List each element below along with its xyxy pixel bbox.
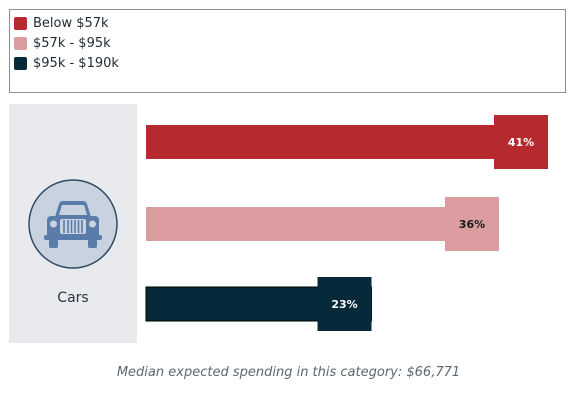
chart-legend: Below $57k $57k - $95k $95k - $190k xyxy=(9,9,566,93)
bar-value-label-1: 41% xyxy=(508,136,534,149)
legend-item-95k-190k: $95k - $190k xyxy=(14,53,119,73)
legend-label: $95k - $190k xyxy=(33,55,119,71)
legend-swatch xyxy=(14,16,27,30)
legend-item-below-57k: Below $57k xyxy=(14,13,109,33)
bar-label-box-1 xyxy=(494,115,548,169)
category-panel: Cars xyxy=(9,104,137,343)
legend-swatch xyxy=(14,56,27,70)
bar-2 xyxy=(146,207,499,241)
bar-1 xyxy=(146,125,548,159)
legend-label: $57k - $95k xyxy=(33,35,111,51)
category-label: Cars xyxy=(57,290,89,306)
bar-value-label-3: 23% xyxy=(331,298,357,311)
legend-item-57k-95k: $57k - $95k xyxy=(14,33,111,53)
car-icon xyxy=(28,179,118,269)
bar-label-box-3 xyxy=(317,277,372,331)
legend-label: Below $57k xyxy=(33,15,109,31)
bar-value-label-2: 36% xyxy=(459,218,485,231)
bar-label-box-2 xyxy=(444,197,499,251)
footnote: Median expected spending in this categor… xyxy=(116,365,461,380)
legend-swatch xyxy=(14,36,27,50)
